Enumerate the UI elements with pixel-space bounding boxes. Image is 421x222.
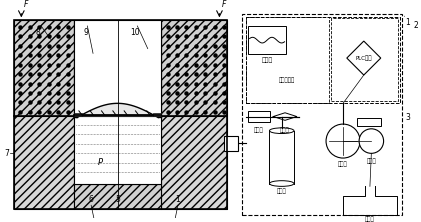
Bar	[74, 113, 82, 116]
Bar	[14, 116, 74, 209]
Text: 2: 2	[414, 21, 418, 30]
Text: 压力表: 压力表	[280, 127, 290, 133]
Text: 6: 6	[89, 195, 93, 204]
Bar	[246, 17, 400, 103]
Text: 8: 8	[36, 28, 41, 37]
Text: 温度控制器: 温度控制器	[279, 77, 296, 83]
Bar	[224, 136, 238, 151]
Text: P: P	[98, 158, 103, 167]
Text: 储液罐: 储液罐	[365, 217, 375, 222]
Bar	[14, 20, 227, 209]
Bar	[357, 118, 381, 126]
Circle shape	[326, 124, 360, 158]
Text: 1: 1	[405, 18, 410, 28]
Bar	[248, 111, 270, 122]
Bar	[246, 17, 329, 103]
Text: 温度计: 温度计	[261, 57, 273, 63]
Text: 控制机: 控制机	[254, 127, 264, 133]
Text: F: F	[24, 0, 29, 9]
Bar	[161, 20, 227, 116]
Bar	[153, 113, 161, 116]
Text: 3: 3	[405, 113, 410, 122]
Text: 增压泵: 增压泵	[277, 188, 287, 194]
Ellipse shape	[269, 181, 294, 186]
Bar	[74, 116, 161, 184]
Text: 7: 7	[4, 149, 9, 158]
Text: PLC控制: PLC控制	[356, 55, 372, 61]
Text: 电动机: 电动机	[338, 162, 348, 167]
Bar	[161, 116, 227, 209]
Bar	[331, 18, 398, 101]
Text: 5: 5	[115, 195, 120, 204]
Text: 1: 1	[176, 195, 180, 204]
Text: 10: 10	[131, 28, 140, 37]
Text: 注液泵: 注液泵	[366, 158, 376, 164]
Text: F: F	[222, 0, 226, 9]
Ellipse shape	[269, 128, 294, 133]
Bar	[74, 184, 161, 209]
Bar	[14, 20, 74, 116]
Bar	[248, 26, 286, 54]
Bar	[242, 14, 402, 215]
Bar	[74, 20, 161, 116]
Text: 9: 9	[83, 28, 88, 37]
Circle shape	[359, 129, 384, 153]
